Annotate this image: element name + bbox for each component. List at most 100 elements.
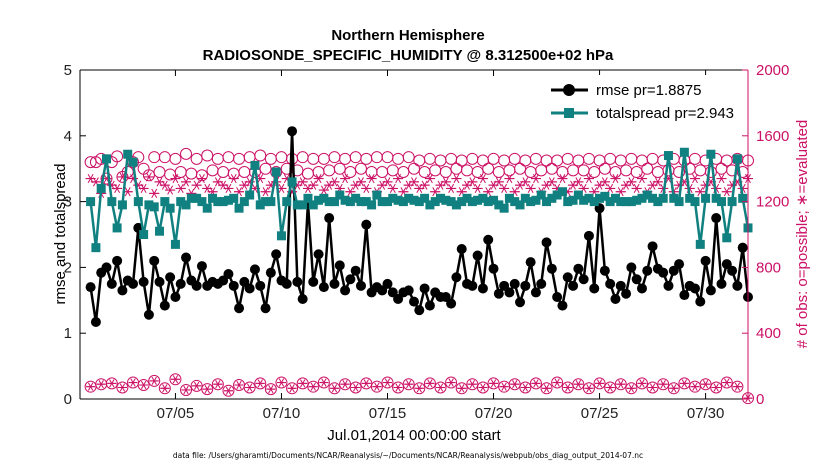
totalspread-point xyxy=(738,193,748,203)
obs-low-asterisk xyxy=(552,378,562,387)
chart-title-line1: Northern Hemisphere xyxy=(331,27,484,44)
obs-low-marker xyxy=(593,377,606,390)
obs-low-marker xyxy=(127,376,140,389)
obs-low-asterisk xyxy=(139,380,149,390)
obs-possible-marker xyxy=(344,165,357,178)
obs-low-marker xyxy=(402,378,415,391)
obs-low-asterisk xyxy=(489,379,499,388)
obs-low-asterisk xyxy=(287,384,297,393)
obs-possible-marker xyxy=(482,162,495,175)
rmse-point xyxy=(711,213,722,224)
obs-low-marker xyxy=(190,379,203,392)
obs-evaluated-marker xyxy=(520,177,531,187)
obs-low-marker xyxy=(360,377,373,390)
totalspread-point xyxy=(223,195,233,205)
totalspread-point xyxy=(626,197,636,207)
obs-low-asterisk xyxy=(679,379,689,388)
obs-evaluated-marker xyxy=(716,173,727,184)
totalspread-point xyxy=(165,203,175,213)
totalspread-point xyxy=(584,193,594,203)
y-right-tick-label: 1600 xyxy=(756,128,789,145)
totalspread-point xyxy=(91,243,101,253)
totalspread-point xyxy=(489,195,499,205)
rmse-point xyxy=(546,263,557,274)
y-right-tick-label: 800 xyxy=(756,259,781,276)
obs-evaluated-marker xyxy=(605,183,616,194)
rmse-point xyxy=(599,265,610,276)
obs-low-marker xyxy=(667,382,680,395)
totalspread-point xyxy=(298,200,308,210)
totalspread-point xyxy=(457,197,467,207)
obs-low-asterisk xyxy=(467,380,477,389)
totalspread-point xyxy=(531,195,541,205)
rmse-point xyxy=(488,263,499,274)
rmse-point xyxy=(318,282,329,293)
totalspread-point xyxy=(414,197,424,207)
rmse-point xyxy=(642,265,653,276)
obs-low-asterisk xyxy=(499,382,509,391)
obs-low-asterisk xyxy=(425,379,435,388)
obs-evaluated-marker xyxy=(228,173,239,184)
obs-evaluated-marker xyxy=(525,183,536,194)
obs-low-marker xyxy=(286,382,299,395)
rmse-point xyxy=(679,290,690,301)
legend-totalspread-marker xyxy=(564,108,574,118)
obs-low-marker xyxy=(731,380,744,393)
totalspread-point xyxy=(255,200,265,210)
obs-low-asterisk xyxy=(319,378,329,387)
rmse-point xyxy=(504,287,515,298)
obs-possible-marker xyxy=(100,172,113,185)
totalspread-point xyxy=(515,200,525,210)
obs-low-marker xyxy=(561,381,574,394)
rmse-point xyxy=(557,300,568,311)
obs-low-asterisk xyxy=(701,380,711,389)
obs-possible-marker xyxy=(142,169,155,182)
obs-low-marker xyxy=(339,378,352,391)
totalspread-point xyxy=(128,157,138,167)
obs-low-asterisk xyxy=(573,380,583,389)
totalspread-point xyxy=(261,197,271,207)
obs-low-marker xyxy=(466,378,479,391)
rmse-point xyxy=(573,263,584,274)
obs-low-asterisk xyxy=(605,383,615,392)
obs-low-marker xyxy=(307,380,320,393)
obs-possible-marker xyxy=(254,149,267,162)
totalspread-point xyxy=(86,197,96,207)
totalspread-point xyxy=(494,200,504,210)
totalspread-point xyxy=(706,149,716,159)
obs-low-asterisk xyxy=(414,384,424,393)
obs-low-marker xyxy=(625,382,638,395)
obs-evaluated-marker xyxy=(366,173,377,184)
obs-low-marker xyxy=(381,376,394,389)
rmse-point xyxy=(138,276,149,287)
obs-possible-marker xyxy=(598,162,611,175)
obs-low-marker xyxy=(392,381,405,394)
obs-low-asterisk xyxy=(584,384,594,393)
totalspread-point xyxy=(361,197,371,207)
totalspread-point xyxy=(335,190,345,200)
rmse-point xyxy=(159,300,170,311)
y-right-tick-label: 2000 xyxy=(756,62,789,79)
totalspread-point xyxy=(727,197,737,207)
rmse-point xyxy=(737,242,748,253)
y-axis-right-label: # of obs: o=possible; ∗=evaluated xyxy=(794,120,811,349)
obs-evaluated-marker xyxy=(138,183,149,194)
obs-low-marker xyxy=(349,381,362,394)
obs-low-marker xyxy=(614,378,627,391)
totalspread-point xyxy=(345,197,355,207)
x-axis-label: Jul.01,2014 00:00:00 start xyxy=(327,427,501,444)
obs-evaluated-marker xyxy=(721,187,732,197)
obs-low-marker xyxy=(137,379,150,392)
rmse-point xyxy=(223,268,234,279)
obs-evaluated-marker xyxy=(409,177,419,187)
rmse-point xyxy=(705,285,716,296)
obs-low-marker xyxy=(211,378,224,391)
obs-low-marker xyxy=(508,378,521,391)
totalspread-point xyxy=(658,193,668,203)
rmse-point xyxy=(308,276,319,287)
rmse-point xyxy=(626,262,637,273)
obs-low-asterisk xyxy=(393,383,403,392)
rmse-point xyxy=(621,288,632,299)
rmse-point xyxy=(472,250,483,261)
